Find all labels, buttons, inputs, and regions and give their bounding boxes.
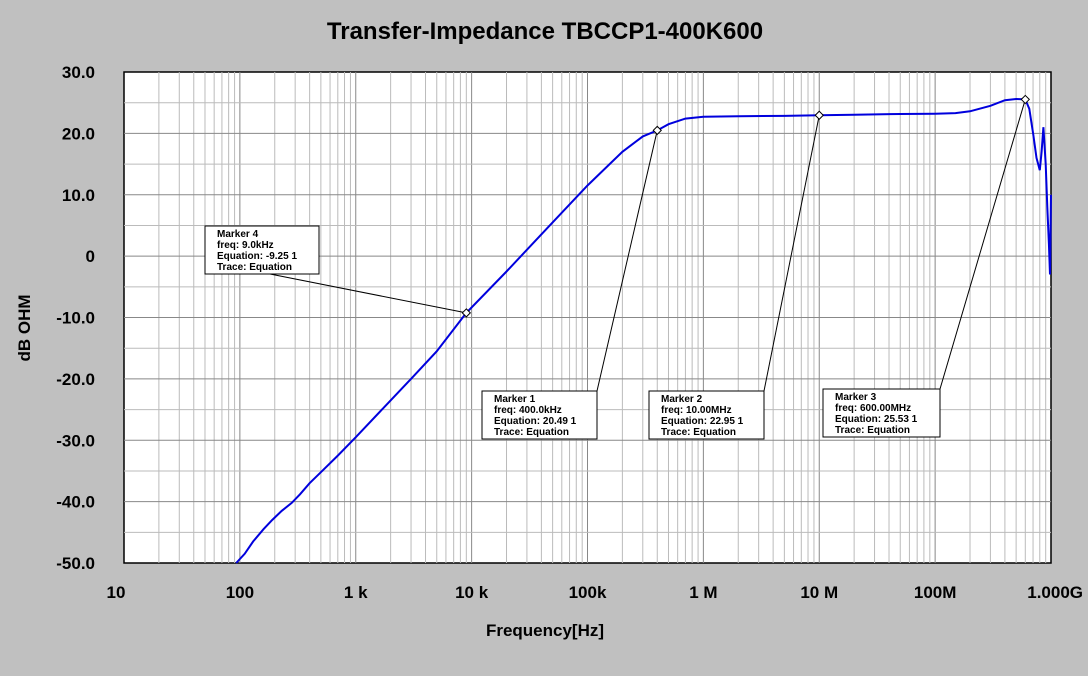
- marker-equation: Equation: 22.95 1: [661, 416, 744, 427]
- y-tick-label: -20.0: [56, 370, 95, 389]
- y-tick-label: -10.0: [56, 309, 95, 328]
- x-tick-label: 10 k: [455, 583, 489, 602]
- chart-title: Transfer-Impedance TBCCP1-400K600: [327, 18, 763, 45]
- y-tick-label: -50.0: [56, 554, 95, 573]
- marker-leader-line: [596, 130, 658, 392]
- marker-freq: freq: 600.00MHz: [835, 403, 911, 414]
- marker-leader-line: [763, 115, 820, 392]
- marker-callout-box: [822, 388, 941, 438]
- marker-freq: freq: 9.0kHz: [217, 240, 274, 251]
- marker-equation: Equation: -9.25 1: [217, 251, 297, 262]
- marker-point: [461, 308, 472, 318]
- marker-callout-box: [481, 390, 598, 440]
- trace-line: [235, 97, 1052, 564]
- marker-leader-line: [269, 273, 467, 314]
- y-tick-label: -40.0: [56, 493, 95, 512]
- y-tick-label: -30.0: [56, 431, 95, 450]
- x-tick-label: 10: [107, 583, 126, 602]
- x-tick-labels: 10 100 1 k 10 k 100k 1 M 10 M 100M 1.000G: [107, 583, 1083, 602]
- x-axis-label: Frequency[Hz]: [486, 621, 604, 640]
- x-tick-label: 1.000G: [1027, 583, 1083, 602]
- x-tick-label: 100M: [914, 583, 957, 602]
- x-tick-label: 100k: [569, 583, 607, 602]
- x-tick-label: 1 M: [689, 583, 717, 602]
- marker-freq: freq: 10.00MHz: [661, 405, 732, 416]
- y-tick-label: 0: [86, 247, 95, 266]
- marker-name: Marker 1: [494, 394, 536, 405]
- marker-name: Marker 2: [661, 394, 703, 405]
- y-tick-label: 10.0: [62, 186, 95, 205]
- marker-callout-box: [204, 225, 320, 275]
- marker-trace: Trace: Equation: [217, 262, 292, 273]
- marker-leader-line: [939, 99, 1026, 390]
- marker-trace: Trace: Equation: [494, 427, 569, 438]
- marker-freq: freq: 400.0kHz: [494, 405, 562, 416]
- marker-point: [814, 110, 824, 120]
- x-tick-label: 100: [226, 583, 254, 602]
- y-tick-label: 30.0: [62, 63, 95, 82]
- marker-name: Marker 4: [217, 229, 259, 240]
- marker-equation: Equation: 20.49 1: [494, 416, 577, 427]
- x-tick-label: 10 M: [800, 583, 838, 602]
- marker-point: [652, 125, 662, 136]
- marker-point: [1020, 94, 1030, 105]
- marker-callout-box: [648, 390, 765, 440]
- y-tick-labels: 30.0 20.0 10.0 0 -10.0 -20.0 -30.0 -40.0 -50.0: [56, 63, 95, 573]
- y-tick-label: 20.0: [62, 124, 95, 143]
- marker-trace: Trace: Equation: [661, 427, 736, 438]
- trace-layer: [235, 97, 1052, 564]
- marker-name: Marker 3: [835, 392, 877, 403]
- marker-equation: Equation: 25.53 1: [835, 414, 918, 425]
- x-tick-label: 1 k: [344, 583, 368, 602]
- marker-trace: Trace: Equation: [835, 425, 910, 436]
- y-axis-label: dB OHM: [15, 294, 34, 361]
